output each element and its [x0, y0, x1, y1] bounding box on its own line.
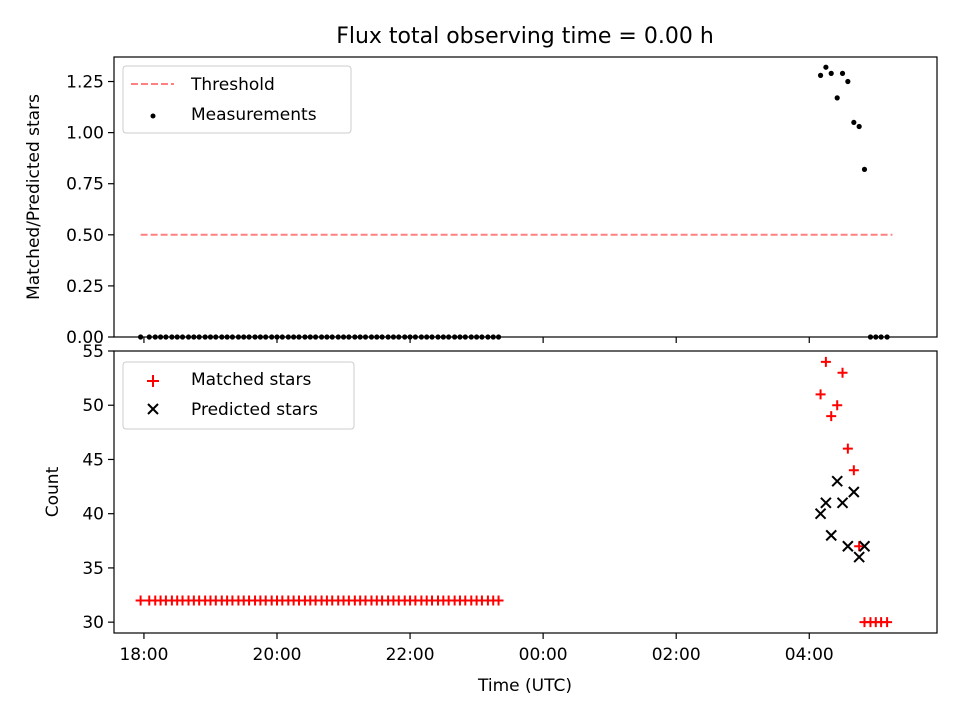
predicted-star-point — [825, 529, 837, 542]
predicted-legend-swatch — [147, 403, 159, 415]
bottom-legend: Matched stars Predicted stars — [122, 361, 355, 430]
matched-star-point — [826, 411, 837, 422]
top-legend: Threshold Measurements — [122, 65, 352, 134]
matched-legend-swatch — [147, 375, 159, 387]
measurement-point — [828, 70, 834, 76]
matched-star-point — [815, 389, 826, 400]
matched-star-point — [854, 541, 865, 552]
bottom-y-tick-label: 30 — [82, 613, 104, 633]
top-legend-box — [122, 65, 352, 134]
bottom-y-tick-label: 45 — [82, 450, 104, 470]
threshold-legend-label: Threshold — [190, 75, 275, 95]
bottom-y-tick-label: 35 — [82, 559, 104, 579]
x-axis-label: Time (UTC) — [477, 676, 572, 696]
matched-star-point — [842, 443, 853, 454]
predicted-star-point — [820, 497, 832, 509]
top-y-tick-label: 1.00 — [66, 124, 104, 144]
predicted-legend-label: Predicted stars — [191, 400, 318, 420]
x-tick-label: 04:00 — [785, 645, 834, 665]
top-y-tick-label: 1.25 — [66, 73, 104, 93]
matched-star-point — [493, 595, 504, 606]
bottom-legend-box — [122, 361, 355, 430]
measurements-legend-label: Measurements — [191, 105, 317, 125]
matched-star-point — [882, 617, 893, 628]
x-tick-label: 22:00 — [386, 645, 435, 665]
bottom-y-tick-label: 50 — [82, 396, 104, 416]
top-y-tick-label: 0.50 — [66, 226, 104, 246]
measurement-point — [856, 123, 862, 130]
matched-star-point — [820, 356, 831, 367]
predicted-star-point — [836, 497, 849, 509]
measurement-point — [851, 119, 857, 126]
predicted-star-point — [842, 540, 854, 552]
top-y-tick-label: 0.75 — [66, 175, 104, 195]
top-plot-frame — [113, 56, 938, 338]
predicted-star-point — [814, 507, 827, 520]
bottom-y-tick-label: 55 — [82, 342, 104, 362]
bottom-panel: 30 35 40 45 50 55 18:00 20:00 22:00 00:00 02:00 04:… — [82, 342, 893, 665]
measurement-point — [834, 95, 840, 101]
top-ylabel: Matched/Predicted stars — [24, 94, 44, 300]
top-y-tick-label: 0.00 — [66, 328, 104, 348]
bottom-plot-frame — [113, 350, 938, 634]
matched-star-point — [837, 367, 848, 378]
x-tick-label: 18:00 — [119, 645, 168, 665]
matched-star-point — [832, 400, 843, 411]
measurement-point — [845, 78, 851, 85]
bottom-ylabel: Count — [43, 466, 63, 517]
matched-legend-label: Matched stars — [191, 370, 311, 390]
predicted-star-point — [831, 475, 843, 487]
top-y-tick-label: 0.25 — [66, 277, 104, 297]
bottom-y-tick-label: 40 — [82, 505, 104, 525]
measurement-point — [823, 64, 829, 70]
measurement-point — [817, 72, 824, 78]
matched-star-point — [135, 595, 146, 606]
measurement-point — [839, 70, 846, 76]
predicted-star-point — [848, 486, 860, 498]
predicted-star-point — [858, 540, 871, 552]
x-tick-label: 00:00 — [519, 645, 568, 665]
measurements-legend-swatch — [150, 113, 156, 119]
predicted-star-point — [853, 551, 865, 563]
matched-star-point — [848, 465, 859, 476]
x-tick-label: 20:00 — [253, 645, 302, 665]
measurement-point — [861, 166, 868, 173]
x-tick-label: 02:00 — [652, 645, 701, 665]
chart-title: Flux total observing time = 0.00 h — [336, 24, 714, 49]
